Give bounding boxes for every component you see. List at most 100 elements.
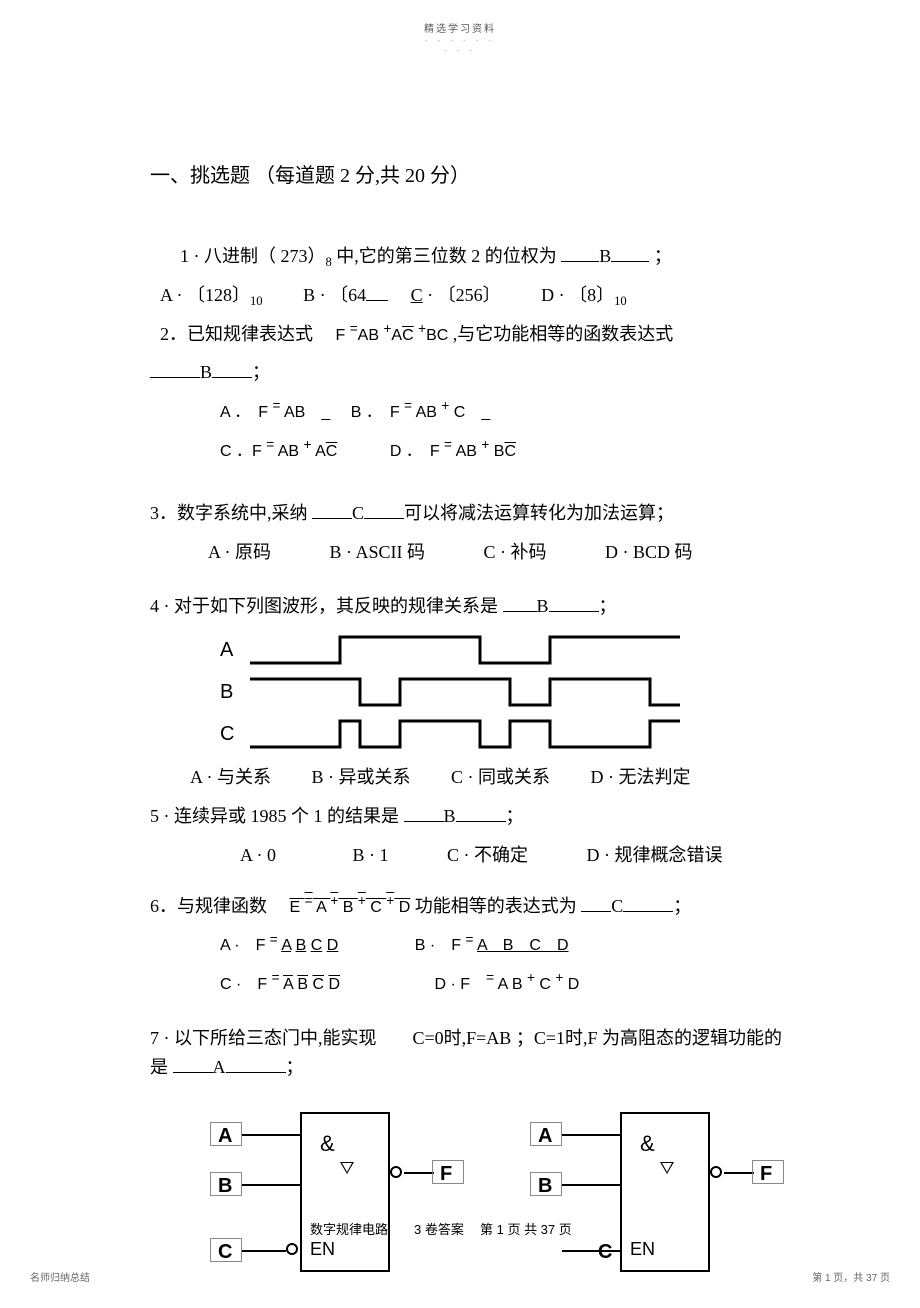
q6-optd: D · F = A B + C + D	[435, 972, 580, 998]
q5-br	[456, 802, 506, 822]
q1-opta: A · 〔128〕	[160, 285, 250, 305]
q2-blank-l	[150, 359, 200, 379]
q3-opts: A · 原码 B · ASCII 码 C · 补码 D · BCD 码	[208, 538, 790, 567]
q4-bl	[503, 593, 537, 613]
gate-row: A B C & EN F 数字规律电路 3 卷答案 A	[210, 1112, 790, 1272]
q6-suffix: ；	[673, 896, 691, 916]
q6-optb: B · F = A B C D	[415, 933, 569, 959]
q6-opts-row2: C · F = A B C D D · F = A B + C + D	[220, 969, 790, 998]
q3-optb: B · ASCII 码	[330, 542, 426, 562]
q5-bl	[404, 802, 444, 822]
pin-f: F	[440, 1158, 452, 1190]
q6-bl	[581, 892, 611, 912]
gate-amp2: &	[640, 1126, 655, 1161]
pin-b2: B	[538, 1170, 552, 1202]
q2-opta: A ． F = AB _	[220, 400, 346, 426]
q1-optd-sub: 10	[614, 294, 627, 308]
q5-prefix: 5 · 连续异或 1985 个 1 的结果是	[150, 806, 404, 826]
pin-f2: F	[760, 1158, 772, 1190]
tri-inner	[342, 1163, 352, 1172]
q1-optc-pre: C	[411, 285, 423, 305]
wf-label-c: C	[220, 718, 250, 750]
wire-b	[242, 1184, 300, 1186]
bubble-out2	[710, 1166, 722, 1178]
mid-footer-right: 第 1 页 共 37 页	[480, 1220, 572, 1241]
q1-blank-r	[611, 242, 649, 262]
dash-row: - - - - - -	[0, 36, 920, 46]
gate-en2: EN	[630, 1235, 655, 1264]
bubble-out	[390, 1166, 402, 1178]
q2: 2．已知规律表达式 F =AB +AC +BC ,与它功能相等的函数表达式	[160, 320, 790, 349]
q5-optc: C · 不确定	[447, 845, 528, 865]
q1-mid: 中,它的第三位数 2 的位权为	[332, 246, 562, 266]
q4-opts: A · 与关系 B · 异或关系 C · 同或关系 D · 无法判定	[190, 763, 790, 792]
wire-b2	[562, 1184, 620, 1186]
q4: 4 · 对于如下列图波形，其反映的规律关系是 B ；	[150, 592, 790, 621]
q1-suffix: ；	[649, 246, 672, 266]
q1-optb: B · 〔64	[267, 285, 366, 305]
q4-answer: B	[537, 596, 549, 616]
q4-optc: C · 同或关系	[451, 767, 550, 787]
q3-answer: C	[352, 503, 364, 523]
q2-expr: F =AB +AC +BC	[336, 323, 449, 349]
q6-answer: C	[611, 896, 623, 916]
q3-mid: 可以将减法运算转化为加法运算；	[404, 503, 674, 523]
wave-a	[250, 633, 680, 667]
q4-opta: A · 与关系	[190, 767, 271, 787]
pin-c: C	[218, 1236, 232, 1268]
q5-opta: A · 0	[240, 845, 276, 865]
q7-br	[226, 1053, 286, 1073]
q4-prefix: 4 · 对于如下列图波形，其反映的规律关系是	[150, 596, 503, 616]
wave-b	[250, 675, 680, 709]
section-title: 一、挑选题 （每道题 2 分,共 20 分）	[150, 160, 790, 192]
mid-footer-left: 数字规律电路 3 卷答案	[310, 1220, 464, 1241]
q6-mid: 功能相等的表达式为	[415, 896, 582, 916]
q5-suffix: ；	[506, 806, 524, 826]
header-dashes: - - - - - - - - -	[0, 36, 920, 55]
bottom-right: 第 1 页，共 37 页	[812, 1269, 890, 1284]
q3-prefix: 3．数字系统中,采纳	[150, 503, 312, 523]
q6: 6．与规律函数 E = A + B + C + D 功能相等的表达式为 C；	[150, 892, 790, 921]
q5-answer: B	[444, 806, 456, 826]
dash-row: - - -	[0, 46, 920, 56]
wire-a	[242, 1134, 300, 1136]
q2-answer: B	[200, 362, 212, 382]
q2-mid: ,与它功能相等的函数表达式	[453, 324, 674, 344]
tri-inner2	[662, 1163, 672, 1172]
wire-a2	[562, 1134, 620, 1136]
q7-bl	[173, 1053, 213, 1073]
q3-optc: C · 补码	[484, 542, 547, 562]
q5-optb: B · 1	[353, 845, 389, 865]
q1-prefix: 1 · 八进制（ 273）	[180, 246, 326, 266]
q2-ans-row: B；	[150, 358, 790, 387]
wire-c	[242, 1250, 286, 1252]
q7: 7 · 以下所给三态门中,能实现 C=0时,F=AB ；C=1时,F 为高阻态的…	[150, 1024, 790, 1082]
q5-opts: A · 0 B · 1 C · 不确定 D · 规律概念错误	[240, 841, 790, 870]
q1-blank-l	[561, 242, 599, 262]
q1-answer: B	[599, 246, 611, 266]
wire-f	[404, 1172, 434, 1174]
q1-optd: D · 〔8〕	[505, 285, 614, 305]
q6-prefix: 6．与规律函数	[150, 896, 285, 916]
q3-br	[364, 499, 404, 519]
q5: 5 · 连续异或 1985 个 1 的结果是 B ；	[150, 802, 790, 831]
wf-label-a: A	[220, 634, 250, 666]
q4-suffix: ；	[599, 596, 617, 616]
q2-optb: B ． F = AB + C _	[351, 400, 491, 426]
q3-optd: D · BCD 码	[605, 542, 693, 562]
q1-optc-post: · 〔256〕	[423, 285, 501, 305]
wf-row-b: B	[220, 675, 790, 709]
q3-bl	[312, 499, 352, 519]
bottom-left: 名师归纳总结	[30, 1269, 90, 1284]
pin-b: B	[218, 1170, 232, 1202]
wire-f2	[724, 1172, 754, 1174]
q2-prefix: 2．已知规律表达式	[160, 324, 331, 344]
q1-optb-blank	[366, 281, 388, 301]
q3-opta: A · 原码	[208, 542, 271, 562]
gate-1: A B C & EN F 数字规律电路 3 卷答案	[210, 1112, 430, 1272]
waveform: A B C	[220, 633, 790, 751]
pin-a: A	[218, 1120, 232, 1152]
gate-amp: &	[320, 1126, 335, 1161]
header-small-title: 精选学习资料	[0, 20, 920, 35]
q4-optd: D · 无法判定	[591, 767, 691, 787]
